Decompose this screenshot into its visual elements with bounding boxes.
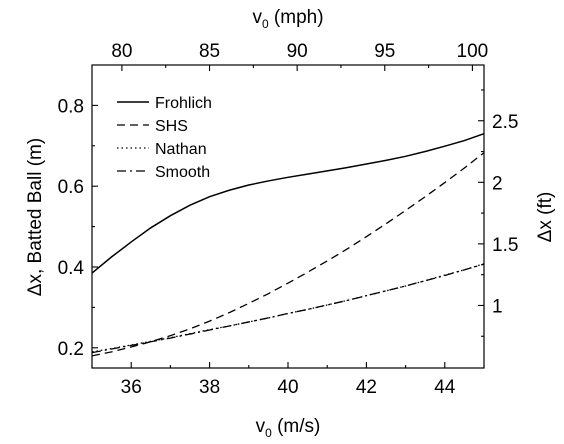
x2-tick-label: 85 [199,41,220,62]
x-tick-label: 38 [199,377,220,398]
x2-tick-label: 100 [457,41,489,62]
x-tick-label: 44 [434,377,456,398]
y2-tick-label: 1 [492,296,503,317]
y-axis-title: Δx, Batted Ball (m) [25,138,46,296]
x-tick-label: 42 [356,377,377,398]
legend-label-frohlich: Frohlich [155,95,212,112]
legend-label-nathan: Nathan [155,141,207,158]
y2-tick-label: 1.5 [492,235,518,256]
legend: Frohlich SHS Nathan Smooth [117,95,212,181]
y-tick-label: 0.6 [58,177,84,198]
x2-axis-title: v0 (mph) [252,7,323,31]
legend-label-smooth: Smooth [155,164,210,181]
y-tick-label: 0.4 [58,258,85,279]
ticks-layer: 36 38 40 42 44 0.2 0.4 0.6 0.8 80 85 90 95 100 1 1.5 2 2.… [58,41,519,398]
x2-tick-label: 90 [287,41,308,62]
series-line-smooth [91,263,485,354]
y2-tick-label: 2.5 [492,112,518,133]
y-tick-label: 0.2 [58,339,84,360]
x2-tick-label: 80 [111,41,132,62]
series-line-shs [91,152,485,357]
series-line-frohlich [91,132,485,274]
x-tick-label: 40 [277,377,298,398]
plot-frame [91,64,485,369]
x-axis-title-subscript: 0 [265,426,272,440]
series-line-nathan [91,263,485,353]
y-tick-label: 0.8 [58,96,84,117]
legend-label-shs: SHS [155,118,188,135]
x-axis-title: v0 (m/s) [256,416,321,440]
series-layer [91,132,485,357]
x2-axis-title-subscript: 0 [262,17,269,31]
y2-tick-label: 2 [492,173,503,194]
y2-axis-title: Δx (ft) [535,192,556,243]
x-tick-label: 36 [121,377,142,398]
x2-tick-label: 95 [374,41,395,62]
